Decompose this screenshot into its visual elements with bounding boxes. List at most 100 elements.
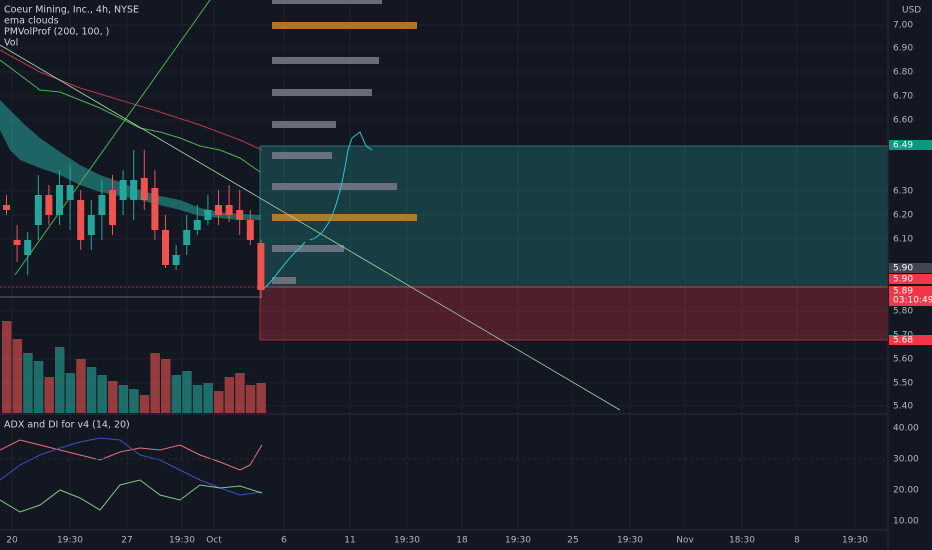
moving-average	[0, 59, 261, 173]
candle-body	[193, 220, 201, 230]
volume-profile-bar	[272, 152, 332, 159]
volume-bar	[214, 391, 224, 413]
volume-profile-bar	[272, 121, 336, 128]
adx-label: 30.00	[893, 455, 919, 465]
candle-body	[162, 230, 169, 265]
pane-title: ADX and DI for v4 (14, 20)	[4, 420, 130, 431]
candle-body	[183, 230, 191, 245]
volume-bar	[224, 377, 235, 413]
candle-body	[172, 255, 180, 265]
volume-profile-bar	[272, 214, 417, 221]
candle-body	[151, 188, 159, 230]
volume-bar	[76, 359, 86, 413]
candle-body	[66, 185, 74, 200]
volume-bar	[245, 385, 256, 413]
price-tag	[889, 263, 932, 273]
price-label: 5.60	[893, 355, 913, 365]
price-tag	[889, 140, 932, 150]
time-label: 19:30	[169, 536, 195, 546]
volume-bar	[65, 373, 76, 413]
adx	[0, 437, 263, 496]
price-tag-label: 5.68	[893, 336, 913, 346]
candle-body	[204, 210, 212, 220]
candle-body	[225, 205, 233, 215]
candle-body	[215, 205, 222, 215]
candle-body	[77, 200, 85, 240]
time-label: 27	[121, 536, 132, 546]
candle-body	[56, 185, 63, 215]
candle-body	[140, 178, 148, 200]
price-label: 5.40	[893, 402, 913, 412]
price-label: 6.90	[893, 44, 913, 54]
time-label: 19:30	[617, 536, 643, 546]
price-label: 7.00	[893, 21, 913, 31]
volume-profile-bar	[272, 22, 417, 29]
volume-bar	[118, 385, 129, 413]
volume-bar	[203, 383, 213, 413]
candle-body	[34, 195, 42, 225]
price-tag	[889, 335, 932, 345]
candle-body	[3, 205, 10, 210]
price-tag-label: 5.90	[893, 264, 913, 274]
volume-profile-bar	[272, 57, 379, 64]
price-tag-label: 5.89	[893, 287, 913, 297]
ema-cloud	[0, 100, 260, 220]
stop-zone	[259, 286, 889, 341]
volume-bar	[192, 385, 203, 413]
volume-bar	[86, 367, 97, 413]
countdown: 03:10:49	[893, 296, 932, 306]
volume-profile-bar	[272, 89, 372, 96]
volume-profile-bar	[272, 183, 397, 190]
time-label: 19:30	[394, 536, 420, 546]
candle-body	[130, 180, 138, 200]
price-tag	[889, 274, 932, 284]
moving-average	[0, 49, 263, 151]
time-label: 19:30	[842, 536, 868, 546]
candle-body	[257, 243, 265, 290]
price-tag-label: 6.49	[893, 141, 913, 151]
candle-body	[13, 240, 21, 245]
price-label: 6.60	[893, 116, 913, 126]
candle-body	[246, 220, 254, 240]
volume-bar	[55, 347, 65, 413]
volume-bar	[171, 375, 182, 413]
price-label: 6.30	[893, 187, 913, 197]
volume-bar	[2, 321, 12, 413]
candles	[2, 150, 266, 413]
price-label: 6.70	[893, 92, 913, 102]
candle-body	[98, 195, 106, 215]
di-plus	[0, 439, 263, 471]
di-minus	[0, 479, 263, 513]
volume-bar	[150, 353, 160, 413]
candle-body	[236, 210, 244, 220]
price-tag-label: 5.90	[893, 275, 913, 285]
currency: USD	[902, 6, 921, 16]
price-label: 6.20	[893, 211, 913, 221]
candle-body	[87, 215, 95, 235]
volume-bar	[235, 373, 245, 413]
indicator: ema clouds	[4, 16, 59, 27]
time-label: 6	[281, 536, 287, 546]
volume-profile	[272, 0, 417, 284]
time-label: 25	[567, 536, 578, 546]
candle-body	[119, 180, 127, 200]
volume-profile-bar	[272, 0, 382, 4]
price-label: 6.80	[893, 68, 913, 78]
volume-bar	[129, 389, 139, 413]
time-label: 19:30	[505, 536, 531, 546]
volume-bar	[12, 339, 23, 413]
time-label: 11	[344, 536, 355, 546]
volume-bar	[108, 381, 118, 413]
indicator: PMVolProf (200, 100, )	[4, 27, 109, 38]
symbol: Coeur Mining, Inc., 4h, NYSE	[4, 5, 139, 16]
trend-line	[14, 0, 211, 276]
volume-profile-bar	[272, 277, 296, 284]
volume-bar	[161, 359, 171, 413]
volume-bar	[139, 395, 150, 413]
price-label: 6.10	[893, 235, 913, 245]
volume-bar	[97, 375, 107, 413]
volume-bar	[44, 377, 54, 413]
time-label: 19:30	[57, 536, 83, 546]
volume-bar	[256, 383, 266, 413]
